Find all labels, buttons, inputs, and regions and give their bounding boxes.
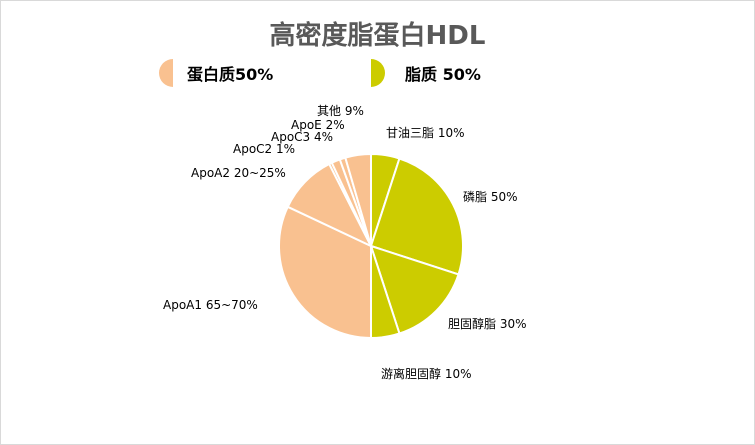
legend-item-lipid: 脂质 50% bbox=[371, 59, 481, 87]
legend-item-protein: 蛋白质50% bbox=[159, 59, 273, 87]
half-circle-icon bbox=[371, 59, 385, 87]
pie-slice bbox=[344, 152, 372, 247]
slice-label: 其他 9% bbox=[317, 104, 364, 118]
legend-label: 蛋白质50% bbox=[187, 65, 274, 84]
legend-label: 脂质 50% bbox=[405, 65, 481, 84]
chart-title: 高密度脂蛋白HDL bbox=[269, 21, 486, 51]
half-circle-icon bbox=[159, 59, 173, 87]
slice-label: ApoA2 20~25% bbox=[191, 166, 286, 180]
slice-label: 甘油三脂 10% bbox=[386, 125, 465, 140]
pie-slice bbox=[369, 157, 464, 276]
slice-label: ApoA1 65~70% bbox=[163, 298, 258, 312]
pie-slice bbox=[278, 205, 372, 340]
slice-label: ApoC3 4% bbox=[271, 130, 333, 144]
slice-label: ApoC2 1% bbox=[233, 142, 295, 156]
slice-label: ApoE 2% bbox=[291, 118, 345, 132]
slice-label: 游离胆固醇 10% bbox=[381, 366, 472, 381]
slice-label: 磷脂 50% bbox=[463, 189, 518, 204]
slice-label: 胆固醇脂 30% bbox=[448, 316, 527, 331]
